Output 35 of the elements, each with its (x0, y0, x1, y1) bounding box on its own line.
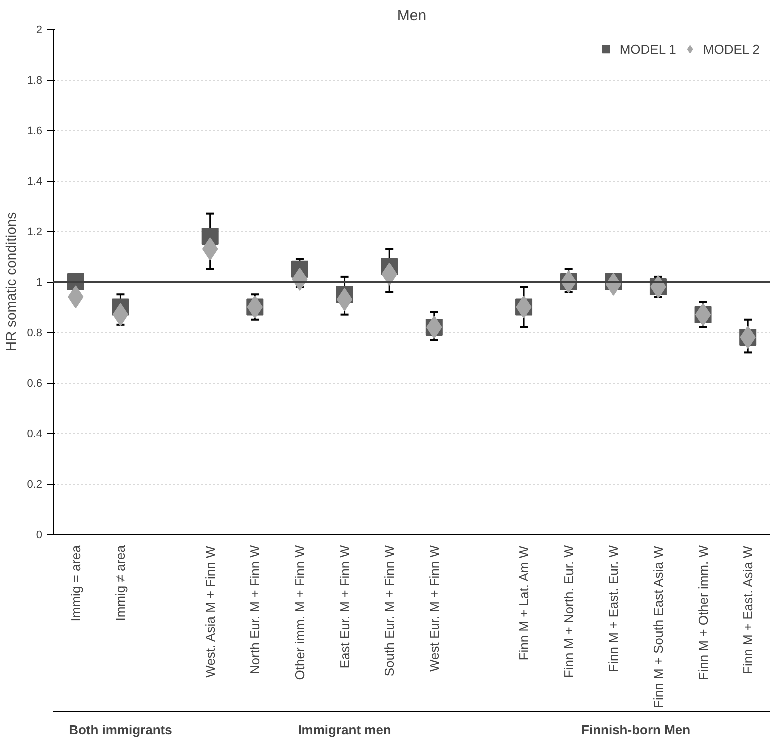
x-tick-label: Other imm. M + Finn W (292, 544, 308, 680)
y-tick-label: 2 (36, 24, 43, 36)
point (112, 303, 129, 326)
text: Immigrant men (298, 722, 392, 738)
y-tick-label: 1.8 (27, 75, 43, 87)
x-tick-label: South Eur. M + Finn W (382, 544, 398, 677)
x-tick-label: North Eur. M + Finn W (248, 544, 263, 674)
x-tick-label: Finn M + North. Eur. W (561, 544, 576, 678)
text: Both immigrants (69, 722, 172, 738)
y-axis-title: HR somatic conditions (3, 212, 20, 352)
point (695, 303, 712, 326)
y-tick-label: 0 (36, 530, 43, 542)
y-tick-label: 0.4 (27, 428, 43, 440)
text: Finnish-born Men (582, 722, 691, 738)
x-tick-label: West Eur. M + Finn W (426, 544, 442, 672)
x-tick-label: Finn M + East. Asia W (740, 545, 756, 674)
x-tick-label: Immig = area (68, 544, 84, 622)
x-tick-label: Immig ≠ area (113, 544, 128, 622)
x-tick-label: West. Asia M + Finn W (202, 545, 218, 678)
point (336, 288, 353, 312)
x-tick-label: Finn M + Other imm. W (696, 544, 711, 680)
y-tick-label: 1.2 (27, 226, 43, 238)
y-tick-label: 1.6 (27, 126, 43, 138)
y-tick-label: 0.2 (27, 479, 43, 491)
x-tick-label: Finn M + South East Asia W (650, 545, 666, 708)
legend-label: MODEL 1 (620, 42, 676, 56)
y-tick-label: 0.8 (27, 328, 43, 340)
x-tick-label: Finn M + Lat. Am W (516, 545, 532, 661)
x-tick-label: East Eur. M + Finn W (337, 544, 352, 669)
chart-title: Men (397, 8, 427, 24)
x-tick-label: Finn M + East. Eur. W (606, 544, 622, 672)
legend-label: MODEL 2 (703, 42, 760, 56)
y-tick-label: 1.4 (27, 176, 43, 188)
y-tick-label: 0.6 (27, 378, 43, 390)
y-tick-label: 1 (36, 277, 43, 289)
